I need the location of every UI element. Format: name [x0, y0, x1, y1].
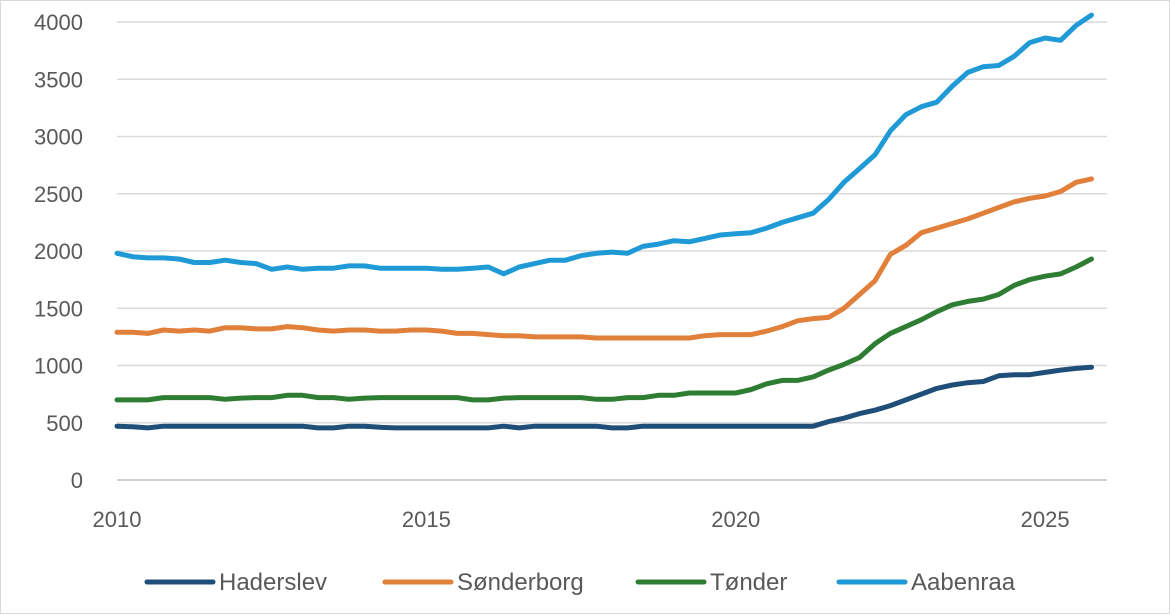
x-tick-label: 2010	[93, 507, 142, 532]
legend-label: Aabenraa	[911, 569, 1016, 596]
y-tick-label: 2500	[34, 182, 83, 207]
x-tick-label: 2015	[402, 507, 451, 532]
y-tick-label: 3000	[34, 125, 83, 150]
y-tick-label: 500	[46, 411, 83, 436]
x-tick-label: 2020	[711, 507, 760, 532]
legend-label: Haderslev	[219, 569, 327, 596]
series-line-tønder	[114, 256, 1094, 403]
y-tick-label: 4000	[34, 10, 83, 35]
axes: 0 500 1000 1500 2000 2500 3000 3500 4000 2010 2015…	[34, 10, 1070, 532]
legend: Haderslev Sønderborg Tønder Aabenraa	[144, 569, 1016, 596]
series-line-sønderborg	[114, 176, 1094, 341]
series-lines	[114, 12, 1094, 431]
legend-label: Sønderborg	[457, 569, 584, 596]
y-tick-label: 2000	[34, 239, 83, 264]
series-line-haderslev	[114, 364, 1094, 431]
y-tick-label: 1000	[34, 354, 83, 379]
y-tick-label: 1500	[34, 296, 83, 321]
y-tick-label: 0	[71, 468, 83, 493]
x-tick-label: 2025	[1021, 507, 1070, 532]
series-line-aabenraa	[114, 12, 1094, 277]
y-tick-label: 3500	[34, 67, 83, 92]
legend-label: Tønder	[710, 569, 787, 596]
